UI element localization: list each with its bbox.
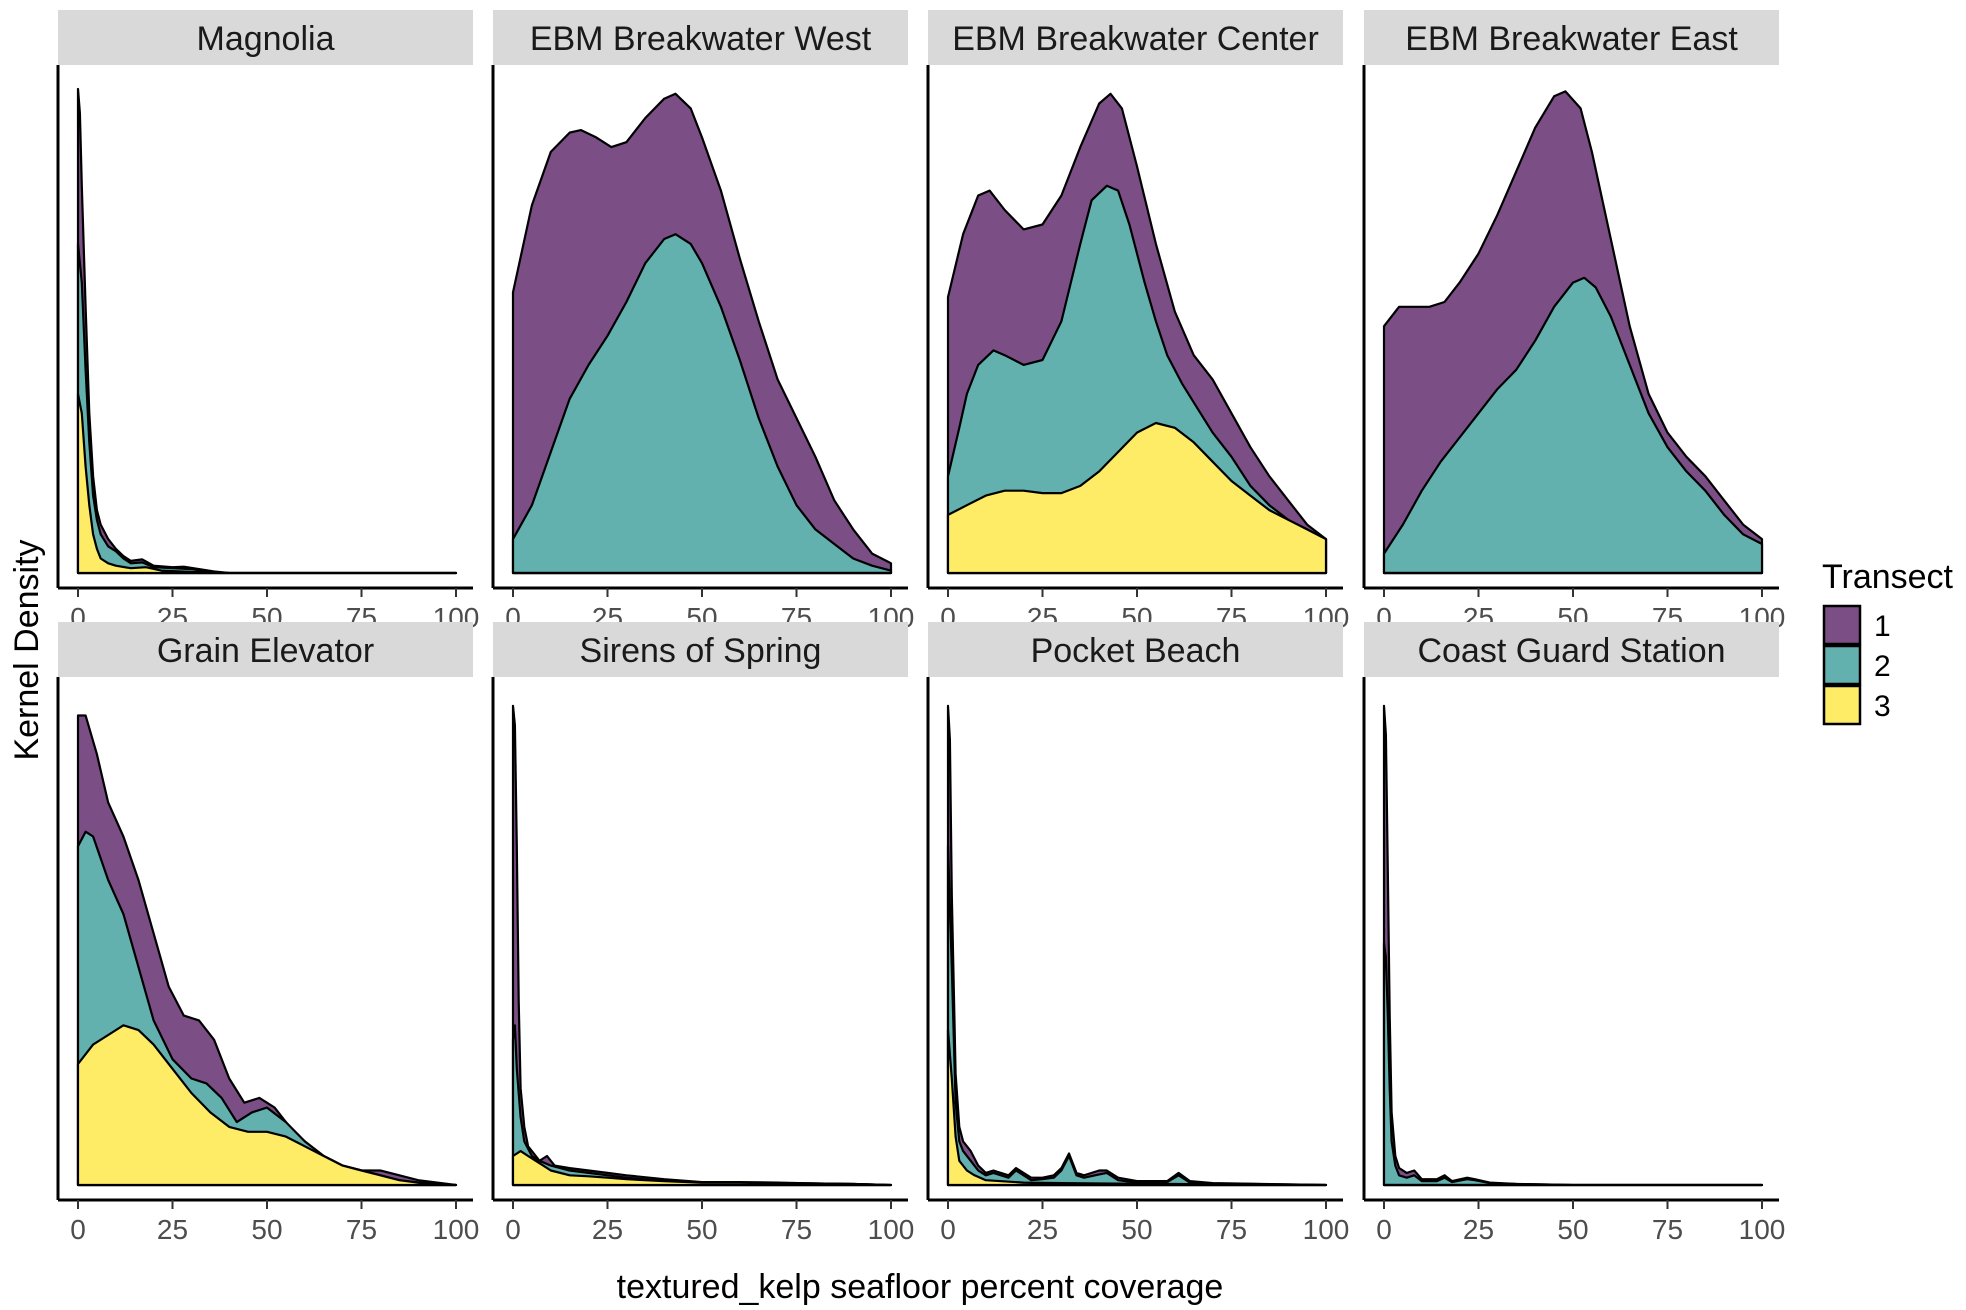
x-tick-label: 100 [1303,1214,1350,1245]
x-tick-label: 25 [592,1214,623,1245]
y-axis-title: Kernel Density [8,539,46,760]
x-tick-label: 75 [1652,1214,1683,1245]
legend-label: 3 [1874,690,1891,723]
x-tick-label: 25 [1027,1214,1058,1245]
facet-panel: Coast Guard Station 0 25 50 75 100 [1362,622,1786,1245]
facet-strip [58,622,473,677]
legend-key-transect-1 [1822,604,1862,646]
facet-title: EBM Breakwater East [1405,20,1738,58]
facet-panel: Pocket Beach 0 25 50 75 100 [926,622,1350,1245]
x-tick-label: 50 [1557,1214,1588,1245]
facet-panel: Grain Elevator 0 25 50 75 100 [56,622,480,1245]
facet-title: EBM Breakwater Center [952,20,1319,58]
x-tick-label: 100 [1739,1214,1786,1245]
x-tick-label: 50 [1121,1214,1152,1245]
x-tick-label: 75 [346,1214,377,1245]
x-tick-label: 75 [1216,1214,1247,1245]
x-tick-label: 0 [940,1214,956,1245]
x-tick-label: 100 [868,1214,915,1245]
density-area-transect-2 [946,845,1328,1187]
legend-key-transect-2 [1822,644,1862,686]
x-tick-label: 75 [781,1214,812,1245]
x-tick-label: 100 [433,1214,480,1245]
facet-strip [1364,622,1779,677]
facet-title: Coast Guard Station [1417,632,1725,670]
x-tick-label: 0 [70,1214,86,1245]
legend-label: 1 [1874,610,1891,643]
facet-strip [493,622,908,677]
facet-strip [1364,10,1779,65]
density-area-transect-2 [946,184,1328,575]
x-tick-label: 25 [1463,1214,1494,1245]
facet-title: EBM Breakwater West [530,20,872,58]
density-area-transect-3 [946,421,1328,575]
facet-title: Grain Elevator [157,632,374,670]
facet-panel: Sirens of Spring 0 25 50 75 100 [491,622,915,1245]
legend-label: 2 [1874,650,1891,683]
facet-strip [58,10,473,65]
facet-strip [928,622,1343,677]
density-area-transect-3 [76,392,458,575]
facet-strip [928,10,1343,65]
x-tick-label: 25 [157,1214,188,1245]
legend-title: Transect [1822,558,1954,596]
density-area-transect-3 [511,1150,893,1187]
facet-title: Magnolia [197,20,335,58]
density-area-transect-1 [76,87,458,575]
density-area-transect-2 [1382,941,1764,1187]
legend: Transect 1 2 3 [1822,558,1954,726]
facet-strip [493,10,908,65]
density-area-transect-3 [76,1024,458,1187]
density-area-transect-2 [511,233,893,575]
x-tick-label: 0 [1376,1214,1392,1245]
density-area-transect-3 [946,1029,1328,1187]
x-tick-label: 50 [251,1214,282,1245]
density-area-transect-2 [1382,276,1764,575]
x-tick-label: 50 [686,1214,717,1245]
facet-title: Pocket Beach [1031,632,1241,670]
x-tick-label: 0 [505,1214,521,1245]
facet-title: Sirens of Spring [580,632,822,670]
x-axis-title: textured_kelp seafloor percent coverage [617,1268,1224,1306]
legend-key-transect-3 [1822,684,1862,726]
